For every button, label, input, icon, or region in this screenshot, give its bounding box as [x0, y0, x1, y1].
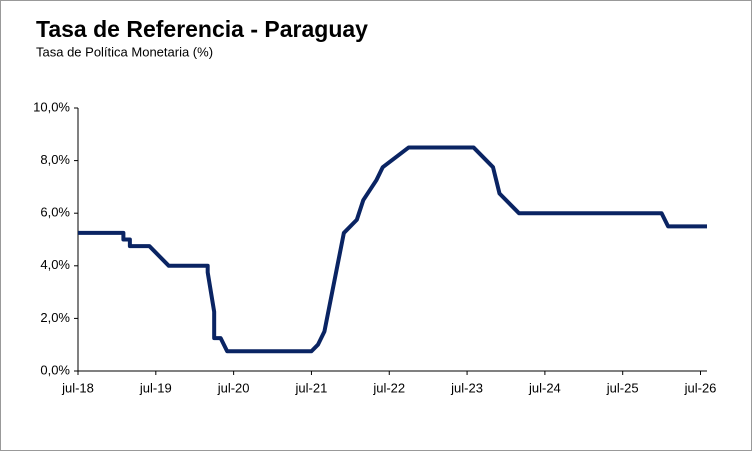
x-tick-label: jul-22: [372, 380, 405, 395]
y-tick-label: 2,0%: [40, 310, 70, 325]
x-tick-label: jul-21: [295, 380, 328, 395]
x-tick-label: jul-25: [606, 380, 639, 395]
x-tick-label: jul-26: [684, 380, 717, 395]
y-tick-label: 8,0%: [40, 152, 70, 167]
chart-title: Tasa de Referencia - Paraguay: [36, 16, 368, 42]
y-tick-label: 0,0%: [40, 362, 70, 377]
y-tick-label: 4,0%: [40, 257, 70, 272]
y-tick-label: 10,0%: [33, 99, 70, 114]
x-tick-label: jul-19: [139, 380, 172, 395]
x-tick-label: jul-24: [528, 380, 561, 395]
x-tick-label: jul-18: [61, 380, 94, 395]
line: [78, 145, 707, 354]
y-tick-label: 6,0%: [40, 205, 70, 220]
x-tick-label: jul-23: [450, 380, 483, 395]
chart-subtitle: Tasa de Política Monetaria (%): [36, 44, 213, 59]
x-tick-label: jul-20: [217, 380, 250, 395]
